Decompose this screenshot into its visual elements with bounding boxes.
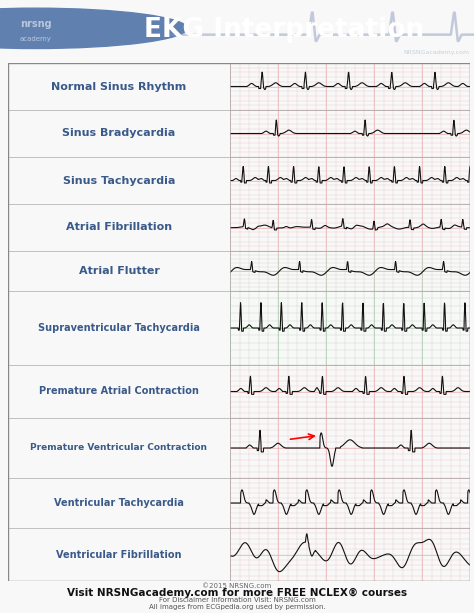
Text: Normal Sinus Rhythm: Normal Sinus Rhythm: [51, 82, 187, 91]
Text: academy: academy: [19, 36, 52, 42]
Text: NRSNGacademy.com: NRSNGacademy.com: [403, 50, 469, 55]
Text: Supraventricular Tachycardia: Supraventricular Tachycardia: [38, 323, 200, 333]
Text: Sinus Tachycardia: Sinus Tachycardia: [63, 175, 175, 186]
Text: Ventricular Fibrillation: Ventricular Fibrillation: [56, 549, 182, 560]
Text: Atrial Flutter: Atrial Flutter: [79, 266, 159, 276]
Text: Visit NRSNGacademy.com for more FREE NCLEX® courses: Visit NRSNGacademy.com for more FREE NCL…: [67, 588, 407, 598]
Text: nrsng: nrsng: [20, 19, 51, 29]
Text: Ventricular Tachycardia: Ventricular Tachycardia: [54, 498, 184, 508]
Text: Premature Ventricular Contraction: Premature Ventricular Contraction: [30, 443, 208, 452]
Circle shape: [0, 8, 187, 48]
Text: Premature Atrial Contraction: Premature Atrial Contraction: [39, 387, 199, 397]
Text: EKG Interpretation: EKG Interpretation: [145, 17, 424, 44]
Text: For Disclaimer Information Visit: NRSNG.com: For Disclaimer Information Visit: NRSNG.…: [159, 597, 315, 603]
Text: All images from ECGpedia.org used by permission.: All images from ECGpedia.org used by per…: [149, 604, 325, 609]
Text: Atrial Fibrillation: Atrial Fibrillation: [66, 223, 172, 232]
Text: ©2015 NRSNG.com: ©2015 NRSNG.com: [202, 583, 272, 589]
Text: Sinus Bradycardia: Sinus Bradycardia: [63, 129, 176, 139]
